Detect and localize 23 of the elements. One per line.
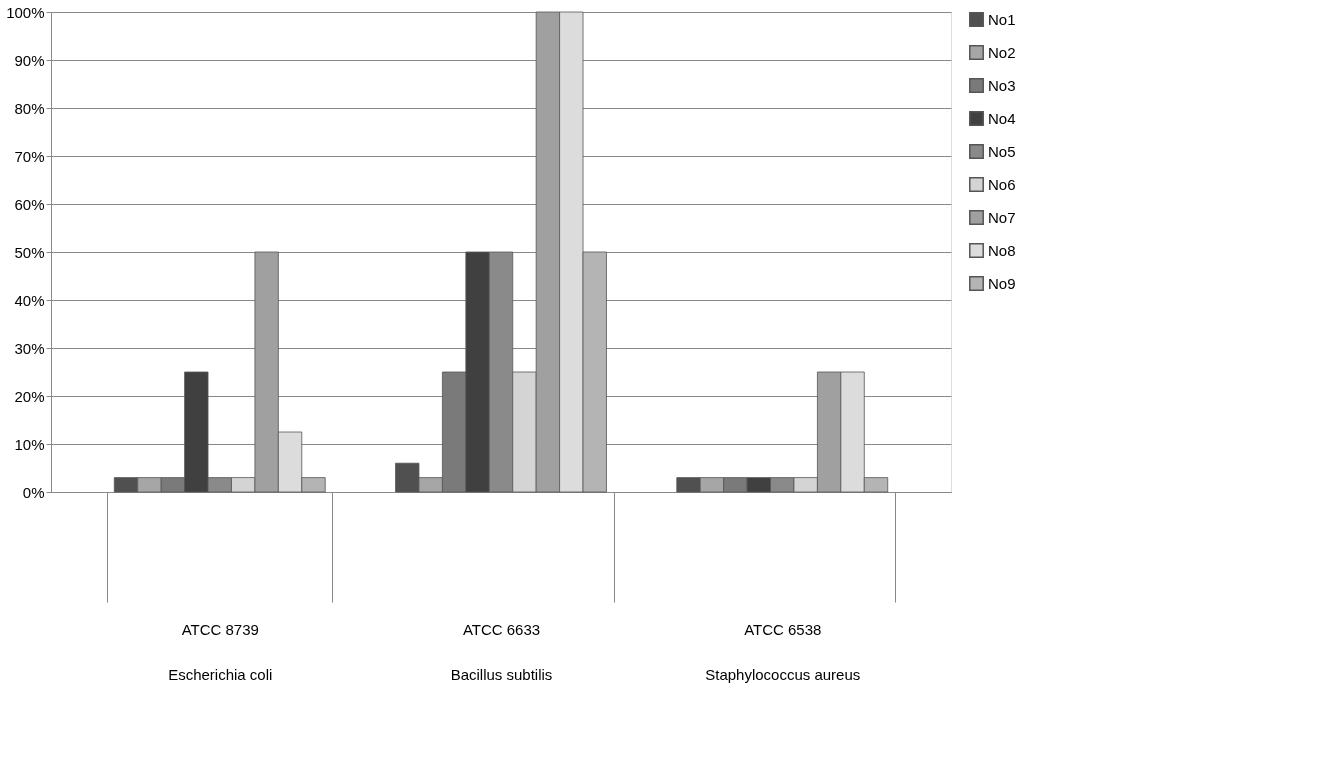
- category-label: ATCC 8739 Escherichia coli: [168, 620, 273, 683]
- legend-label: No9: [988, 274, 1016, 292]
- legend-label: No7: [988, 208, 1016, 226]
- y-tick-label: 100%: [6, 3, 45, 21]
- y-tick-label: 70%: [14, 147, 45, 165]
- y-tick-label: 40%: [14, 291, 45, 309]
- legend-label: No1: [988, 10, 1016, 28]
- legend-label: No5: [988, 142, 1016, 160]
- category-label: ATCC 6633 Bacillus subtilis: [450, 620, 553, 683]
- y-tick-label: 30%: [14, 339, 45, 357]
- legend-label: No6: [988, 175, 1016, 193]
- legend-label: No2: [988, 43, 1016, 61]
- y-tick-label: 60%: [14, 195, 45, 213]
- y-tick-label: 0%: [22, 483, 45, 501]
- legend-label: No3: [988, 76, 1016, 94]
- legend-label: No8: [988, 241, 1016, 259]
- y-tick-label: 90%: [14, 51, 45, 69]
- y-tick-label: 80%: [14, 99, 45, 117]
- legend-label: No4: [988, 109, 1016, 127]
- y-tick-label: 20%: [14, 387, 45, 405]
- y-tick-label: 10%: [14, 435, 45, 453]
- y-tick-label: 50%: [14, 243, 45, 261]
- category-label: ATCC 6538 Staphylococcus aureus: [705, 620, 861, 683]
